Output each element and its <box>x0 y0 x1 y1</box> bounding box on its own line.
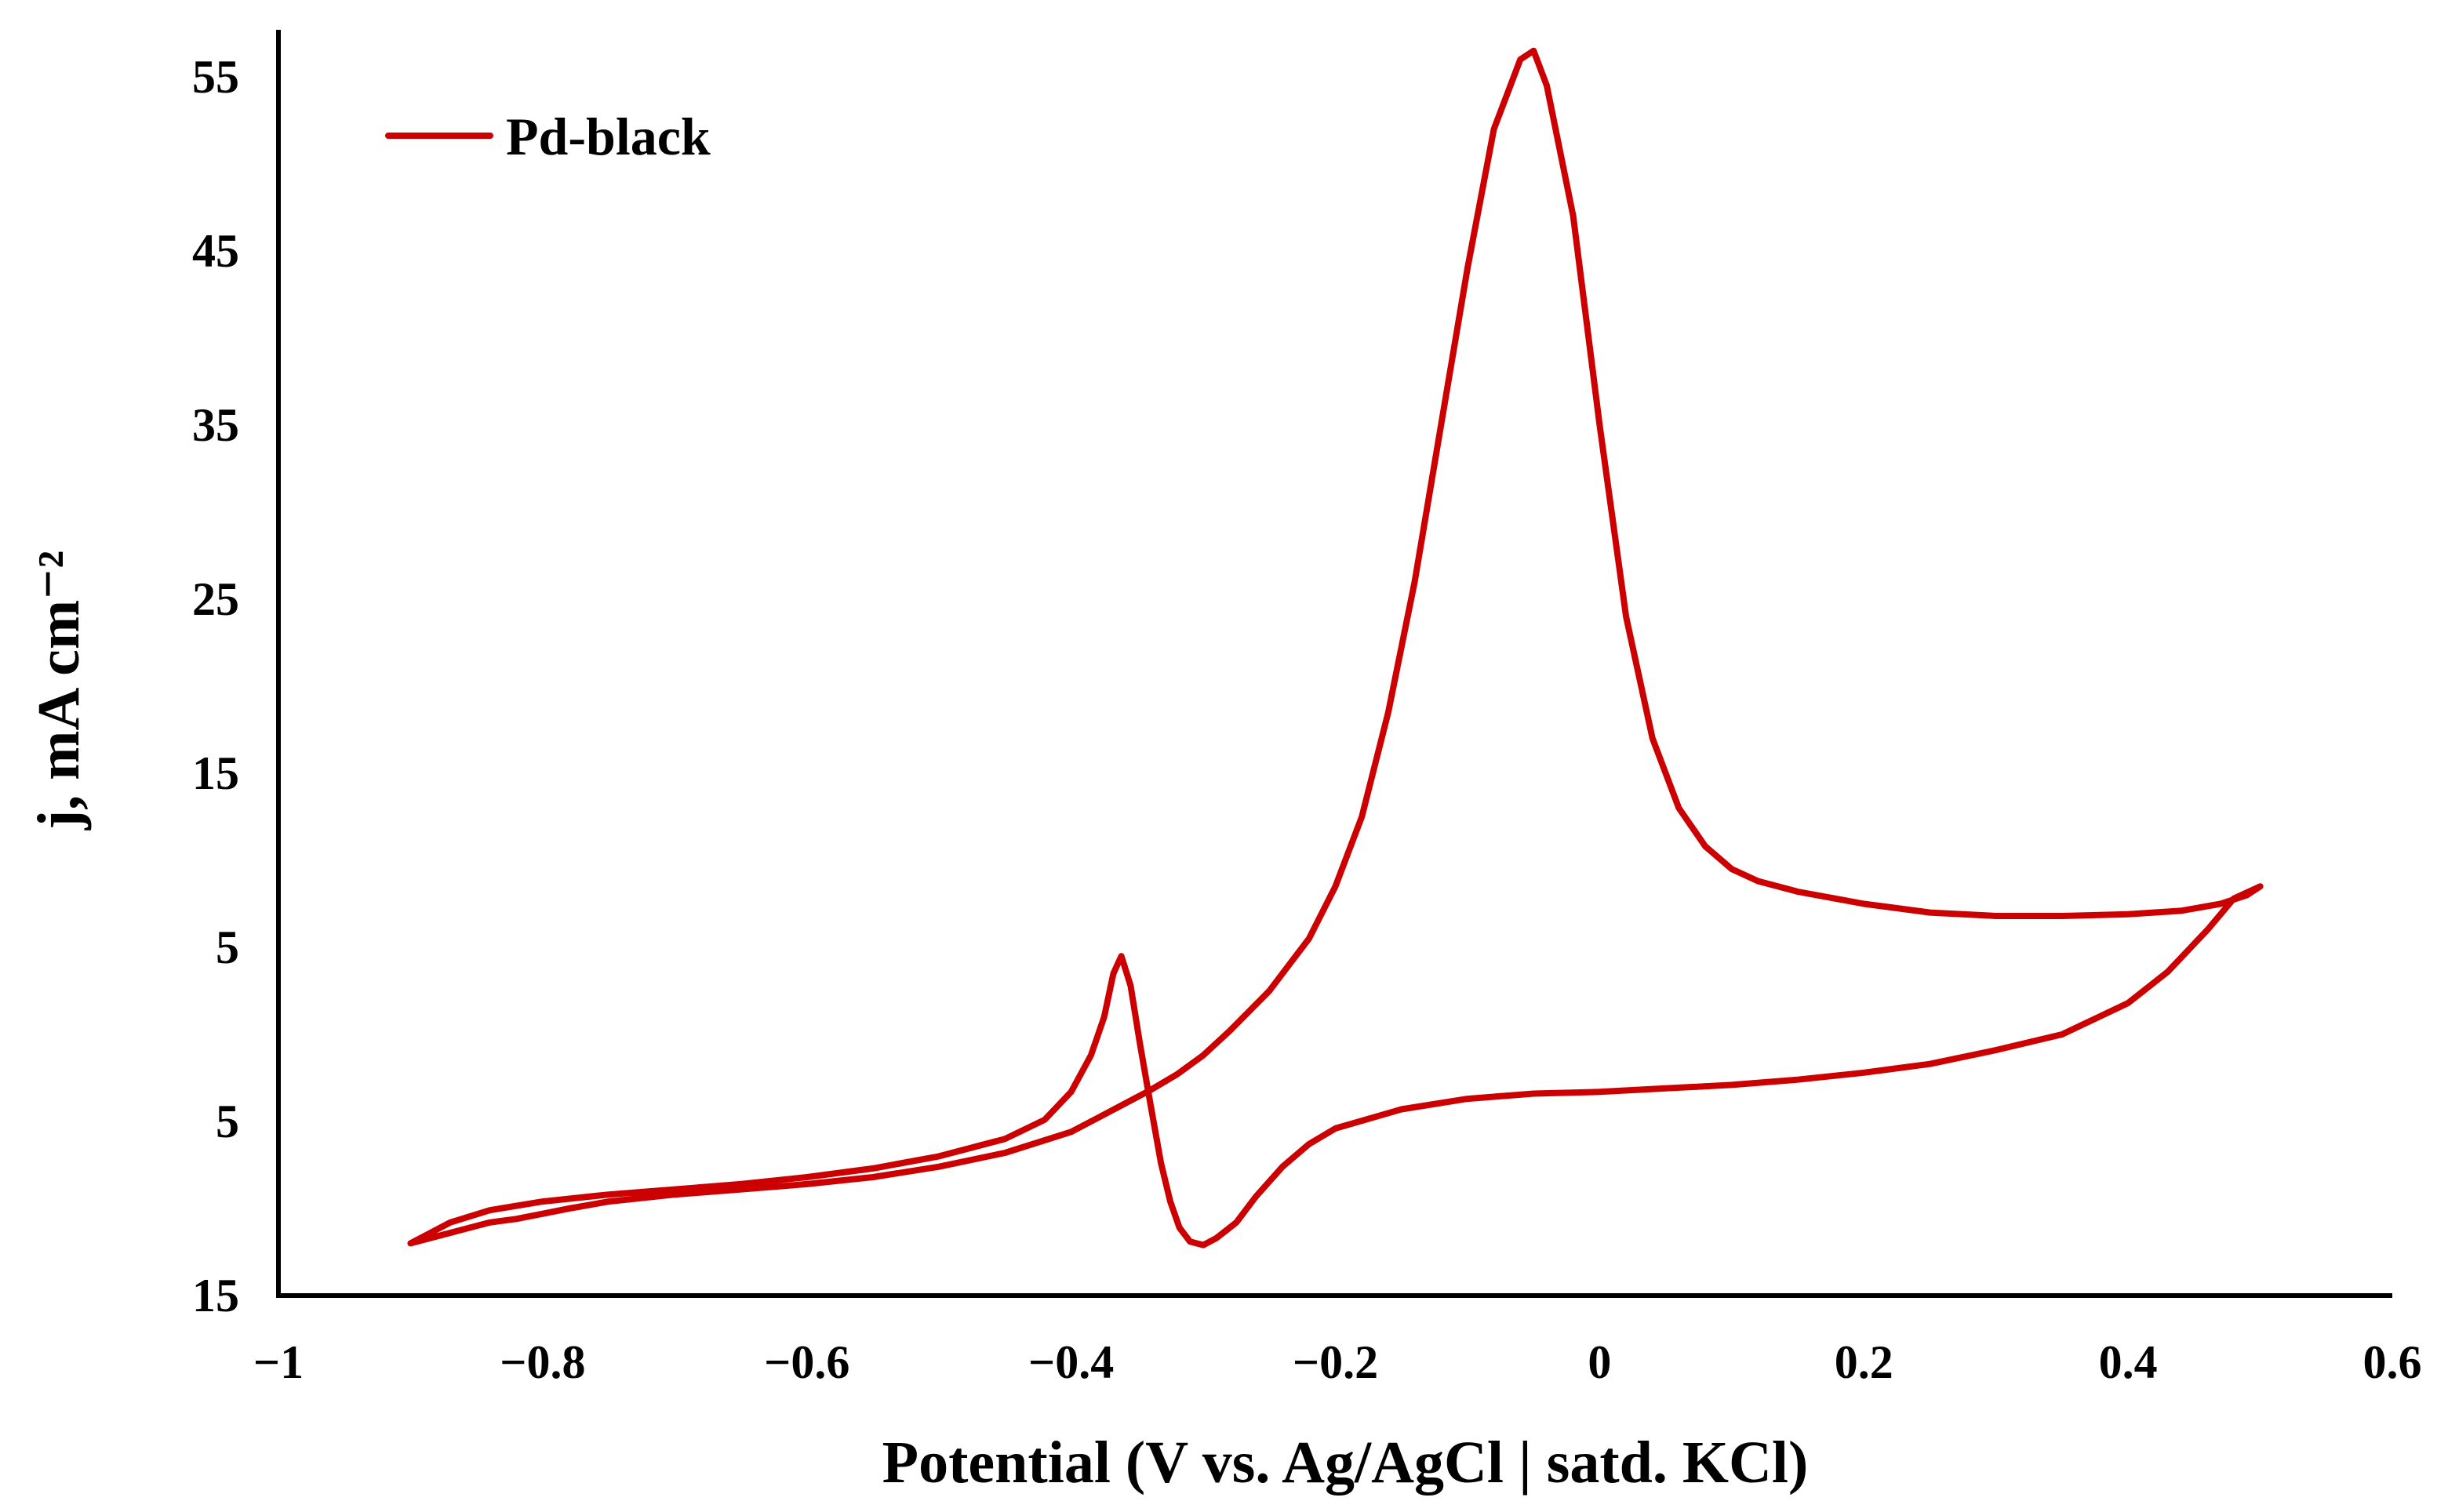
series-line-pd-black <box>407 47 2264 1248</box>
y-tick-label: 5 <box>216 1096 239 1147</box>
y-tick-label: 35 <box>192 399 239 451</box>
x-axis-ticks: −1 −0.8 −0.6 −0.4 −0.2 0 0.2 0.4 0.6 <box>253 1336 2422 1388</box>
legend: Pd-black <box>385 107 711 166</box>
x-tick-label: −0.6 <box>764 1336 849 1388</box>
y-tick-label: 45 <box>192 225 239 277</box>
y-axis-title: j, mA cm⁻² <box>26 551 92 831</box>
y-tick-label: 15 <box>192 1270 239 1321</box>
x-axis-title: Potential (V vs. Ag/AgCl | satd. KCl) <box>882 1430 1809 1496</box>
legend-label-pd-black: Pd-black <box>506 107 711 166</box>
y-tick-label: 25 <box>192 573 239 625</box>
x-tick-label: 0 <box>1588 1336 1611 1388</box>
y-tick-label: 5 <box>216 921 239 973</box>
x-tick-label: −0.2 <box>1293 1336 1378 1388</box>
x-tick-label: 0.4 <box>2099 1336 2158 1388</box>
data-series-group <box>407 47 2264 1248</box>
x-tick-label: 0.2 <box>1835 1336 1893 1388</box>
y-tick-label: 15 <box>192 747 239 799</box>
x-tick-label: 0.6 <box>2363 1336 2422 1388</box>
y-tick-label: 55 <box>192 51 239 103</box>
x-tick-label: −0.4 <box>1028 1336 1114 1388</box>
x-tick-label: −1 <box>253 1336 304 1388</box>
x-tick-label: −0.8 <box>500 1336 585 1388</box>
